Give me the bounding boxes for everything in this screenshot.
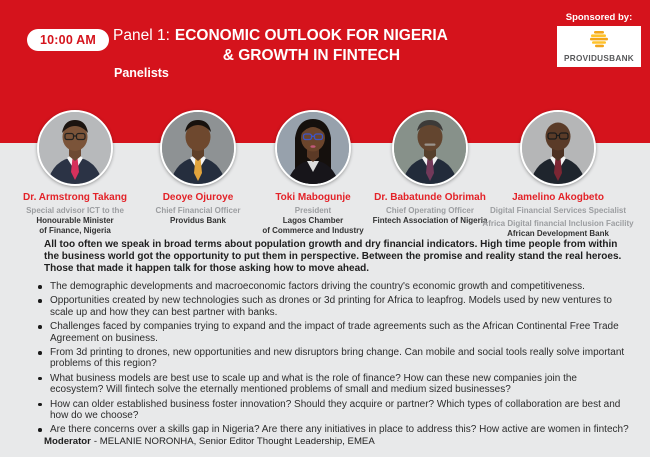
panelist-org: of Commerce and Industry (262, 225, 364, 235)
panelist-card-armstrong-takang: Dr. Armstrong Takang Special advisor ICT… (0, 110, 150, 235)
sponsor-name: PROVIDUSBANK (563, 53, 634, 63)
panelist-avatar (37, 110, 113, 186)
panelist-name: Toki Mabogunje (275, 192, 351, 203)
sponsor-logo-box: PROVIDUSBANK (557, 26, 641, 67)
page-title: Panel 1: ECONOMIC OUTLOOK FOR NIGERIA & … (113, 26, 448, 66)
panelist-name: Deoye Ojuroye (162, 192, 234, 203)
topic-item: Are there concerns over a skills gap in … (38, 424, 632, 435)
moderator-label: Moderator (44, 436, 91, 447)
panelist-role: Chief Operating Officer (385, 206, 474, 215)
sponsor-block: Sponsored by: PROVIDUSBANK (557, 12, 641, 67)
panel-title-line1: ECONOMIC OUTLOOK FOR NIGERIA (174, 27, 448, 44)
panelist-avatar (392, 110, 468, 186)
topic-item: How can older established business foste… (38, 399, 632, 422)
sponsored-by-label: Sponsored by: (565, 12, 633, 23)
panelist-card-jamelino-akogbeto: Jamelino Akogbeto Digital Financial Serv… (468, 110, 648, 238)
panelist-name: Jamelino Akogbeto (512, 192, 604, 203)
panelist-role: President (294, 206, 332, 215)
panelist-role: Special advisor ICT to the (26, 206, 124, 215)
panelist-name: Dr. Babatunde Obrimah (374, 192, 486, 203)
panelist-card-toki-mabogunje: Toki Mabogunje President Lagos Chamber o… (243, 110, 383, 235)
panelist-avatar (160, 110, 236, 186)
panelist-avatar (275, 110, 351, 186)
panel-title-line2: & GROWTH IN FINTECH (222, 47, 401, 64)
providusbank-logo-icon (587, 30, 611, 53)
panelist-role: Chief Financial Officer (155, 206, 241, 215)
topic-item: Challenges faced by companies trying to … (38, 321, 632, 344)
topic-item: Opportunities created by new technologie… (38, 295, 632, 318)
panelist-card-deoye-ojuroye: Deoye Ojuroye Chief Financial Officer Pr… (133, 110, 263, 226)
topics-list: The demographic developments and macroec… (38, 281, 632, 439)
moderator-line: Moderator - MELANIE NORONHA, Senior Edito… (44, 436, 375, 447)
topic-item: What business models are best use to sca… (38, 373, 632, 396)
panelist-role: Africa Digital financial Inclusion Facil… (482, 218, 634, 228)
panelist-org: Lagos Chamber (282, 215, 344, 225)
moderator-name: - MELANIE NORONHA, Senior Editor Thought… (93, 436, 375, 447)
panelist-card-babatunde-obrimah: Dr. Babatunde Obrimah Chief Operating Of… (345, 110, 515, 226)
topic-item: The demographic developments and macroec… (38, 281, 632, 292)
panelists-heading: Panelists (114, 66, 169, 80)
panelist-role: Digital Financial Services Specialist (489, 206, 627, 215)
panelist-avatar (520, 110, 596, 186)
panel-title: ECONOMIC OUTLOOK FOR NIGERIA & GROWTH IN… (175, 26, 448, 66)
panel-number-label: Panel 1: (113, 27, 170, 44)
panelist-name: Dr. Armstrong Takang (23, 192, 127, 203)
panelist-org: Honourable Minister (36, 215, 114, 225)
topic-item: From 3d printing to drones, new opportun… (38, 347, 632, 370)
panelist-org: Fintech Association of Nigeria (372, 215, 488, 225)
panelist-org: Providus Bank (169, 215, 226, 225)
panelist-org: of Finance, Nigeria (39, 225, 111, 235)
session-description: All too often we speak in broad terms ab… (44, 239, 622, 274)
panelist-org: African Development Bank (507, 228, 609, 238)
session-time-badge: 10:00 AM (27, 29, 110, 51)
